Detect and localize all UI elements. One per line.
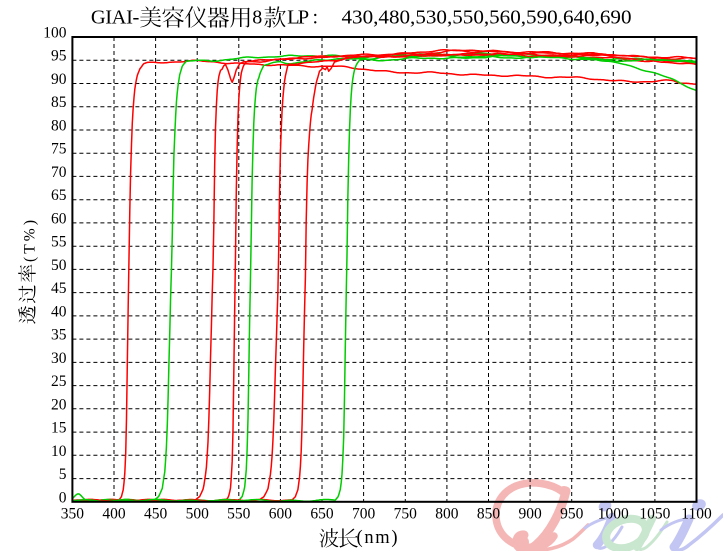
svg-text:65: 65 (51, 187, 67, 204)
svg-text:30: 30 (51, 350, 67, 367)
svg-text:20: 20 (51, 396, 67, 413)
svg-text:90: 90 (51, 71, 67, 88)
svg-text:500: 500 (186, 506, 210, 523)
svg-text:(T%): (T%) (22, 220, 39, 262)
svg-text:60: 60 (51, 210, 67, 227)
svg-text:25: 25 (51, 373, 67, 390)
svg-text:8: 8 (252, 7, 262, 29)
svg-text:55: 55 (51, 234, 67, 251)
svg-text:600: 600 (269, 506, 293, 523)
svg-text:400: 400 (102, 506, 126, 523)
svg-text:1100: 1100 (681, 506, 712, 523)
svg-text:350: 350 (61, 506, 85, 523)
svg-text:900: 900 (518, 506, 542, 523)
svg-text:100: 100 (43, 25, 67, 42)
svg-text:95: 95 (51, 48, 67, 65)
svg-text:80: 80 (51, 118, 67, 135)
svg-text:450: 450 (144, 506, 168, 523)
svg-text:700: 700 (352, 506, 376, 523)
svg-text:650: 650 (310, 506, 334, 523)
svg-text:10: 10 (51, 443, 67, 460)
svg-text:950: 950 (560, 506, 584, 523)
svg-text:40: 40 (51, 303, 67, 320)
svg-text:(nm): (nm) (357, 528, 398, 548)
svg-text:GIAI-: GIAI- (91, 7, 140, 29)
svg-text:1050: 1050 (639, 506, 670, 523)
svg-text:5: 5 (59, 466, 67, 483)
svg-text:50: 50 (51, 257, 67, 274)
svg-text:750: 750 (394, 506, 418, 523)
svg-text:430,480,530,550,560,590,640,69: 430,480,530,550,560,590,640,690 (342, 8, 632, 29)
svg-text:70: 70 (51, 164, 67, 181)
svg-text::: : (313, 7, 319, 29)
svg-text:75: 75 (51, 141, 67, 158)
svg-text:LP: LP (287, 7, 309, 29)
svg-text:85: 85 (51, 94, 67, 111)
svg-text:800: 800 (435, 506, 459, 523)
svg-text:35: 35 (51, 327, 67, 344)
svg-text:1000: 1000 (598, 506, 629, 523)
svg-text:15: 15 (51, 420, 67, 437)
svg-text:45: 45 (51, 280, 67, 297)
svg-text:550: 550 (227, 506, 251, 523)
svg-text:850: 850 (477, 506, 501, 523)
svg-text:0: 0 (59, 489, 67, 506)
